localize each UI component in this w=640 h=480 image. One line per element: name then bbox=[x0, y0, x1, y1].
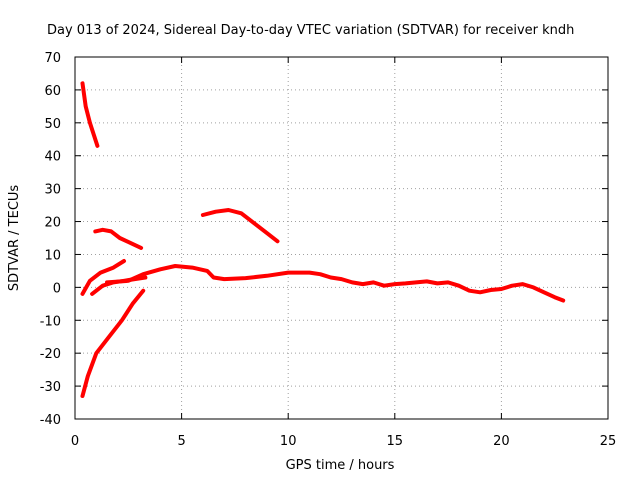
y-tick-label: 60 bbox=[44, 84, 61, 99]
x-tick-label: 5 bbox=[177, 434, 185, 449]
x-axis-label: GPS time / hours bbox=[286, 458, 395, 473]
chart-title: Day 013 of 2024, Sidereal Day-to-day VTE… bbox=[47, 23, 574, 38]
x-tick-label: 25 bbox=[600, 434, 617, 449]
series-group bbox=[80, 81, 566, 398]
axis-ticks: 0 5 10 15 20 25 -40 -30 -20 -10 0 10 20 30 40 50 60 70 bbox=[40, 51, 617, 449]
y-tick-label: 20 bbox=[44, 216, 61, 231]
x-tick-label: 20 bbox=[493, 434, 510, 449]
series-arc-1 bbox=[80, 81, 100, 148]
y-tick-label: 30 bbox=[44, 183, 61, 198]
y-tick-label: -40 bbox=[40, 413, 61, 428]
x-tick-label: 0 bbox=[71, 434, 79, 449]
x-tick-label: 15 bbox=[387, 434, 404, 449]
series-arc-2 bbox=[93, 227, 144, 250]
x-tick-label: 10 bbox=[280, 434, 297, 449]
y-tick-label: -20 bbox=[40, 347, 61, 362]
plot-frame bbox=[74, 56, 609, 420]
y-tick-label: 0 bbox=[53, 281, 61, 296]
series-main-trace bbox=[105, 264, 566, 303]
series-arc-4 bbox=[80, 288, 146, 398]
y-tick-label: 40 bbox=[44, 150, 61, 165]
y-axis-label: SDTVAR / TECUs bbox=[7, 185, 22, 292]
y-tick-label: 10 bbox=[44, 248, 61, 263]
grid bbox=[75, 57, 608, 419]
y-tick-label: -10 bbox=[40, 314, 61, 329]
series-arc-3 bbox=[200, 208, 280, 244]
y-tick-label: 70 bbox=[44, 51, 61, 66]
y-tick-label: 50 bbox=[44, 117, 61, 132]
series-arc-5 bbox=[80, 259, 126, 296]
y-tick-label: -30 bbox=[40, 380, 61, 395]
